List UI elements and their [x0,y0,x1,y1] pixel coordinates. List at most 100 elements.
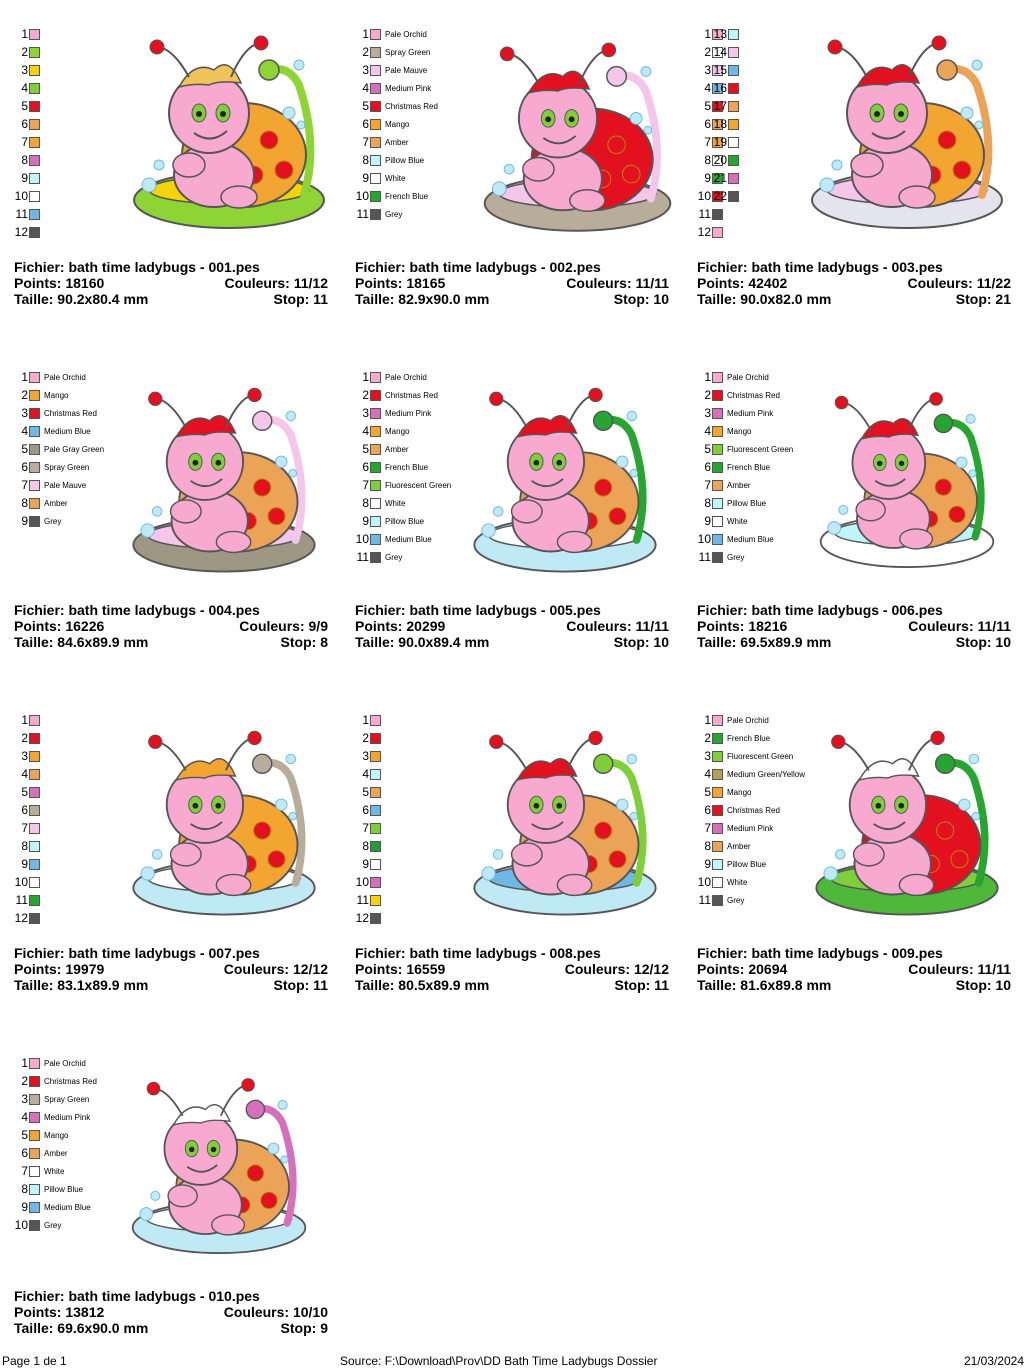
color-name: Pillow Blue [385,155,425,165]
color-swatch [29,479,40,491]
embroidery-preview [132,387,316,573]
legend-row: 5 Fluorescent Green [697,440,793,458]
shower-pipe [265,65,315,199]
color-number: 11 [356,207,369,221]
color-number: 4 [704,81,711,95]
antenna-left [156,740,187,771]
legend-row: 22 [713,187,739,205]
color-name: French Blue [385,191,429,201]
color-number: 12 [14,911,28,925]
shell-spot [608,507,627,526]
color-number: 15 [713,63,727,77]
color-number: 1 [21,370,28,384]
color-number: 9 [21,514,28,528]
color-name: Spray Green [385,47,431,57]
legend-row: 2 Christmas Red [355,386,438,404]
shower-pipe [258,759,306,887]
foot [215,873,252,897]
color-number: 4 [362,81,369,95]
color-number: 4 [21,81,28,95]
color-swatch [370,82,381,94]
color-name: Pale Gray Green [44,444,105,454]
antenna-tip-left [831,734,846,749]
legend-row: 10 [14,187,40,205]
bubble [968,753,980,765]
color-name: Christmas Red [44,408,97,418]
arm [167,1184,198,1208]
color-number: 3 [704,63,711,77]
bubble [293,59,305,71]
legend-row: 10 Medium Blue [697,530,774,548]
legend-row: 1 Pale Orchid [697,711,768,729]
foot [568,188,606,212]
color-name: Medium Blue [44,426,91,436]
color-swatch [370,515,381,527]
hair-tuft [174,415,237,439]
bubble [629,112,643,125]
color-number: 5 [21,99,28,113]
color-swatch [712,28,723,40]
bubble [267,1142,280,1155]
legend-row: 10 Medium Blue [355,530,432,548]
embroidery-preview [131,1078,307,1254]
color-swatch [712,750,723,762]
ladybug-illustration [131,1078,307,1254]
shower-pipe [941,759,989,887]
design-info: Fichier: bath time ladybugs - 003.pes Poi… [697,259,1011,307]
info-row: Points: 42402 Couleurs: 11/22 [697,275,1011,291]
color-swatch [712,894,723,906]
info-row: Taille: 69.6x90.0 mm Stop: 9 [14,1320,328,1336]
color-name: Amber [44,498,68,508]
color-number: 5 [21,785,28,799]
page-number: Page 1 de 1 [2,1354,67,1368]
legend-row: 4 [14,79,40,97]
color-swatch [370,876,381,888]
legend-row: 3 [14,747,40,765]
color-number: 20 [713,153,727,167]
color-number: 1 [21,1056,28,1070]
color-swatch [370,461,381,473]
design-size: Taille: 69.6x90.0 mm [14,1320,149,1336]
foot [556,873,593,897]
stitch-count: Points: 18160 [14,275,105,291]
color-number: 6 [21,117,28,131]
color-swatch [370,371,381,383]
embroidery-preview [819,392,995,568]
legend-row: 3 Christmas Red [14,404,97,422]
ladybug-illustration [811,35,1003,229]
legend-row: 14 [713,43,739,61]
color-swatch [370,172,381,184]
info-row: Taille: 90.2x80.4 mm Stop: 11 [14,291,328,307]
color-swatch [712,732,723,744]
pupil-right [898,460,905,467]
color-number: 5 [704,99,711,113]
color-number: 11 [15,207,28,221]
color-swatch [370,822,381,834]
color-number: 8 [704,153,711,167]
shell-spot [253,478,272,497]
ladybug-illustration [473,387,657,573]
bubble [827,521,842,535]
color-count: Couleurs: 11/11 [566,275,669,291]
legend-row: 7 [697,133,723,151]
shell-spot [608,850,627,869]
color-number: 7 [362,821,369,835]
bubble [140,866,155,881]
bubble [492,506,504,517]
bubble [640,66,652,77]
color-swatch [712,822,723,834]
legend-row: 18 [713,115,739,133]
color-swatch [29,515,40,527]
color-swatch [712,172,723,184]
legend-row: 4 [355,765,381,783]
antenna-tip-right [601,42,617,58]
color-swatch [370,840,381,852]
smile [531,821,564,831]
stitch-count: Points: 16559 [355,961,446,977]
bubble [616,455,629,468]
shell-spot [594,821,613,840]
color-number: 7 [21,1164,28,1178]
bubble [503,163,515,175]
color-number: 6 [704,117,711,131]
antenna-tip-left [148,734,163,749]
